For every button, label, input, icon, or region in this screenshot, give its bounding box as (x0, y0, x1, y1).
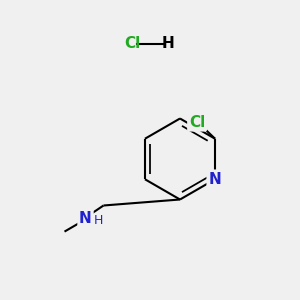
Text: H: H (93, 214, 103, 227)
Text: Cl: Cl (189, 115, 205, 130)
Text: N: N (209, 172, 221, 187)
Text: N: N (79, 211, 92, 226)
Text: Cl: Cl (124, 36, 140, 51)
Text: H: H (162, 36, 174, 51)
